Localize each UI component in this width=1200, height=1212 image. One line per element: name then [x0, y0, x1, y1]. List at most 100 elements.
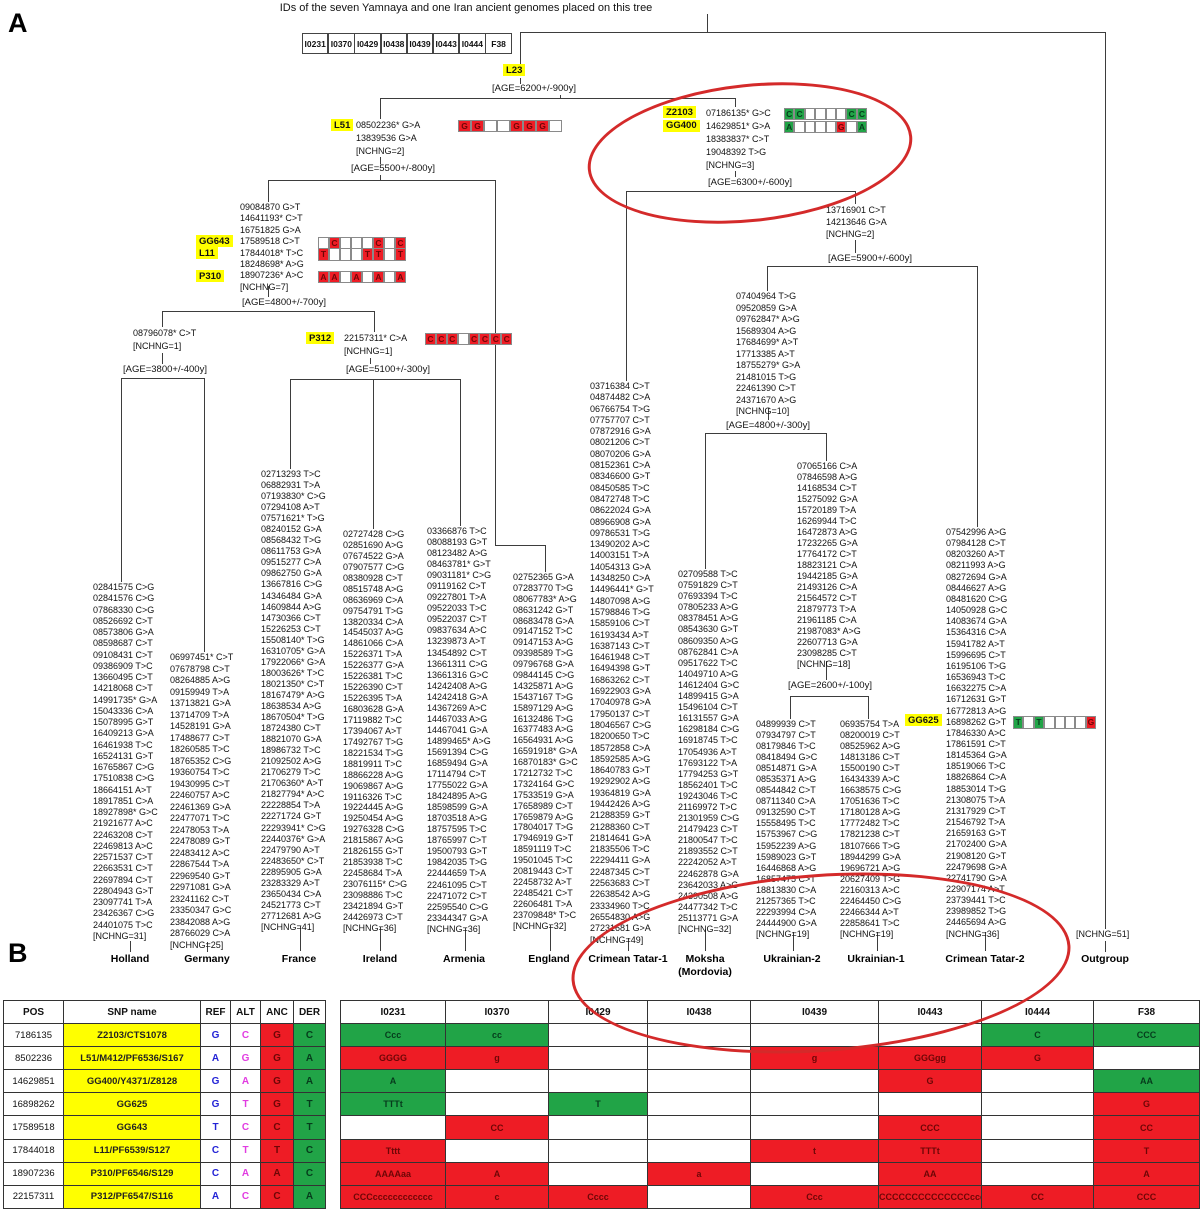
leaf-mutation: 09515277 C>A — [261, 557, 322, 568]
branch-line-0 — [707, 14, 709, 33]
leaf-mutation: 22663531 C>T — [93, 863, 153, 874]
leaf-column-moksha: 02709588 T>C 07591829 C>T 07693394 T>C 0780… — [678, 569, 739, 935]
leaf-mutation: 17846330 A>C — [946, 727, 1006, 738]
leaf-mutation: 15226395 T>A — [343, 693, 403, 704]
leaf-name-1: Germany — [184, 953, 230, 965]
strip-gg643-2-cell-2 — [340, 270, 351, 284]
leaf-mutation: 14049710 A>G — [678, 668, 739, 679]
leaf-mutation: 08418494 G>C — [756, 752, 818, 763]
strip-gg625-cell-1 — [1023, 716, 1034, 729]
leaf-mutation: 18819911 T>C — [343, 758, 402, 769]
genotype-cell — [878, 1092, 982, 1117]
node-block-n07404964-row-4: 17684699* A>T — [736, 337, 799, 347]
der-cell: C — [293, 1023, 326, 1048]
strip-l51-0-cell-4: G — [510, 119, 523, 132]
der-cell: A — [293, 1069, 326, 1094]
leaf-mutation: 21826155 G>T — [343, 846, 404, 857]
table-header-I0443: I0443 — [878, 999, 982, 1025]
leaf-mutation: 22464450 C>G — [840, 895, 902, 906]
age-l51: [AGE=5500+/-800y] — [351, 163, 435, 174]
strip-gg643-1-cell-3 — [351, 248, 362, 261]
leaf-mutation: 08088193 G>T — [427, 537, 488, 548]
leaf-mutation: 22477071 T>C — [170, 813, 230, 823]
strip-gg643-1-cell-7: T — [395, 248, 406, 261]
leaf-mutation: [NCHNG=36] — [946, 928, 1000, 939]
leaf-mutation: 08179846 T>C — [756, 741, 816, 752]
genotype-cell: CCC — [1093, 1023, 1200, 1048]
leaf-mutation: 17794253 G>T — [678, 768, 739, 779]
leaf-mutation: 18670504* T>G — [261, 712, 325, 723]
leaf-mutation: 23842088 A>G — [170, 916, 231, 927]
branch-line-20 — [162, 353, 164, 364]
leaf-mutation: 08544842 C>T — [756, 785, 816, 796]
leaf-mutation: 15753967 C>G — [756, 829, 818, 840]
branch-line-32 — [855, 191, 857, 204]
genotype-cell: TTTt — [878, 1138, 982, 1163]
node-block-p312-row-1: [NCHNG=1] — [344, 346, 393, 356]
leaf-mutation: 15952239 A>G — [756, 840, 817, 851]
strip-l51-0-cell-2 — [484, 119, 497, 132]
table-row: 16898262 GG625 G T G T — [3, 1092, 326, 1117]
branch-line-41 — [826, 661, 828, 680]
branch-line-26 — [290, 379, 292, 469]
leaf-mutation: 22461369 G>A — [170, 801, 231, 812]
leaf-mutation: 23334960 T>C — [590, 900, 650, 911]
leaf-mutation: 08568432 T>G — [261, 535, 322, 546]
genotype-cell — [548, 1115, 648, 1140]
sample-id-box-I0438: I0438 — [380, 33, 407, 54]
node-block-n07065166-row-8: 17764172 C>T — [797, 549, 857, 559]
strip-z2103-1-cell-4 — [825, 120, 836, 133]
table-header-ALT: ALT — [230, 999, 261, 1025]
branch-line-42 — [790, 696, 868, 698]
node-block-n07404964: 07404964 T>G 09520859 G>A 09762847* A>G 156… — [736, 291, 800, 418]
leaf-name-0: Holland — [110, 953, 150, 965]
snp-name-cell: P310/PF6546/S129 — [63, 1161, 201, 1186]
leaf-mutation: 14609844 A>G — [261, 601, 322, 612]
genotype-cell — [647, 1115, 751, 1140]
leaf-mutation: 08211993 A>G — [946, 560, 1006, 571]
leaf-mutation: 13490202 A>C — [590, 539, 650, 550]
leaf-mutation: 23097741 T>A — [93, 897, 153, 907]
ref-cell: C — [200, 1138, 231, 1163]
genotype-cell: g — [445, 1046, 549, 1071]
leaf-mutation: 14861066 C>A — [343, 638, 404, 649]
leaf-mutation: 16922903 G>A — [590, 686, 651, 697]
node-block-n08796078-row-0: 08796078* C>T — [133, 328, 197, 338]
leaf-mutation: 27231681 G>A — [590, 923, 651, 934]
leaf-mutation: 04899939 C>T — [756, 719, 816, 729]
leaf-mutation: 07934797 C>T — [756, 730, 816, 741]
leaf-mutation: 22228854 T>A — [261, 800, 321, 811]
sample-id-box-I0444: I0444 — [459, 33, 486, 54]
node-block-gg643-row-1: 14641193* C>T — [240, 213, 303, 224]
leaf-mutation: 14730366 C>T — [261, 612, 321, 623]
branch-line-44 — [868, 696, 870, 719]
branch-line-34 — [767, 266, 977, 268]
leaf-mutation: 07693394 T>C — [678, 591, 738, 602]
node-block-n07065166-row-1: 07846598 A>G — [797, 472, 858, 482]
leaf-mutation: 08683478 G>A — [513, 615, 574, 626]
node-block-n07404964-row-3: 15689304 A>G — [736, 325, 797, 336]
table-header-I0429: I0429 — [548, 999, 648, 1025]
leaf-mutation: 17693122 T>A — [678, 757, 738, 768]
leaf-mutation: 09132590 C>T — [756, 807, 816, 818]
pos-cell: 17844018 — [3, 1138, 64, 1163]
leaf-mutation: 15500190 C>T — [840, 763, 900, 774]
leaf-mutation: 22969540 G>T — [170, 870, 231, 881]
leaf-mutation: 16772813 A>G — [946, 705, 1007, 716]
leaf-mutation: 08636969 C>A — [343, 594, 404, 605]
leaf-mutation: 16310705* G>A — [261, 645, 326, 656]
strip-p312-0-cell-1: C — [435, 332, 447, 345]
pos-cell: 18907236 — [3, 1161, 64, 1186]
node-block-n07404964-row-2: 09762847* A>G — [736, 314, 800, 324]
genotype-cell: c — [445, 1184, 549, 1209]
leaf-name2-7: (Mordovia) — [678, 966, 732, 978]
strip-gg625-cell-0: T — [1013, 716, 1024, 729]
leaf-mutation: 13661316 G>C — [427, 669, 489, 680]
genotype-cell — [548, 1161, 648, 1186]
leaf-mutation: 16591918* G>A — [513, 746, 578, 757]
branch-line-51 — [628, 938, 630, 951]
leaf-mutation: 22460757 A>C — [170, 790, 230, 800]
table-row: 17589518 GG643 T C C T — [3, 1115, 326, 1140]
leaf-mutation: 08463781* G>T — [427, 559, 491, 570]
